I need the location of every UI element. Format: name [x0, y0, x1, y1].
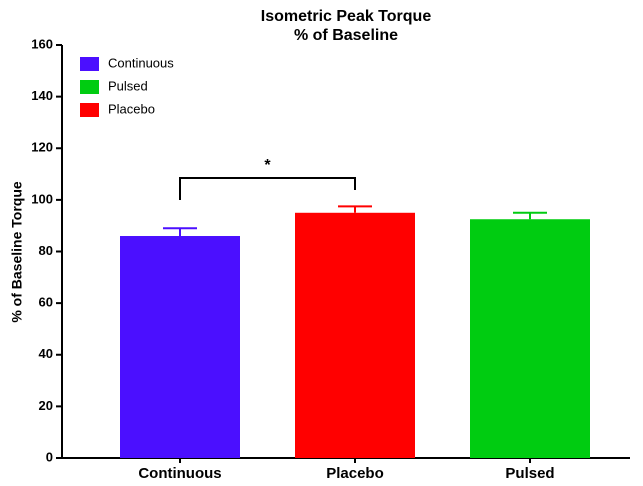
legend-label: Placebo — [108, 101, 155, 116]
error-bar — [513, 211, 547, 220]
chart-subtitle: % of Baseline — [294, 27, 398, 44]
chart-title: Isometric Peak Torque — [261, 8, 432, 25]
bar — [470, 219, 590, 458]
y-tick-label: 40 — [39, 346, 53, 361]
y-tick-label: 120 — [31, 140, 53, 155]
error-bar — [163, 227, 197, 237]
significance-label: * — [264, 157, 271, 174]
x-tick-label: Continuous — [138, 465, 221, 482]
legend-swatch — [80, 80, 99, 94]
legend-swatch — [80, 57, 99, 71]
y-tick-label: 0 — [46, 449, 53, 464]
x-tick-label: Placebo — [326, 465, 384, 482]
y-axis-label: % of Baseline Torque — [9, 181, 25, 323]
legend-label: Pulsed — [108, 78, 148, 93]
y-tick-label: 160 — [31, 36, 53, 51]
bar — [295, 212, 415, 458]
legend-swatch — [80, 103, 99, 117]
x-tick-label: Pulsed — [505, 465, 554, 482]
significance-bracket — [179, 177, 356, 200]
y-tick-label: 100 — [31, 191, 53, 206]
y-tick-label: 80 — [39, 243, 53, 258]
bar — [120, 236, 240, 458]
y-tick-label: 60 — [39, 295, 53, 310]
y-tick-label: 140 — [31, 88, 53, 103]
y-tick-label: 20 — [39, 398, 53, 413]
legend-label: Continuous — [108, 55, 174, 70]
error-bar — [338, 205, 372, 213]
